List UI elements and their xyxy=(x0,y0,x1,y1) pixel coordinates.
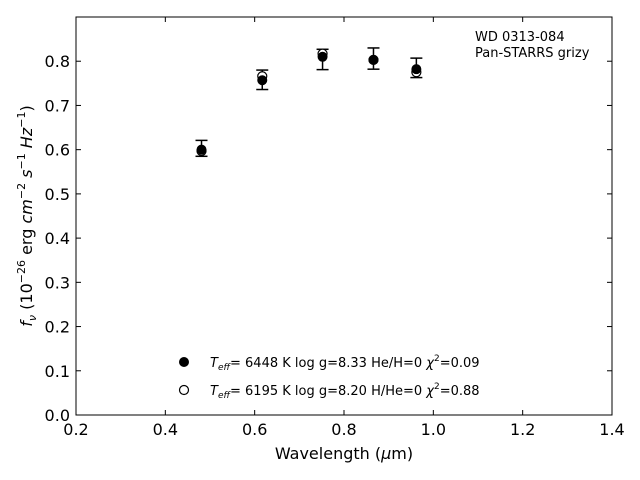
filled-circle-point xyxy=(317,51,328,62)
x-tick-label: 0.4 xyxy=(153,420,178,439)
y-tick-label: 0.0 xyxy=(45,406,70,425)
legend-label-h-he: Teff= 6195 K log g=8.20 H/He=0 χ2=0.88 xyxy=(210,382,480,401)
x-tick-label: 1.0 xyxy=(421,420,446,439)
x-tick-label: 0.8 xyxy=(331,420,356,439)
y-tick-label: 0.6 xyxy=(45,141,70,160)
x-tick-labels: 0.2 0.4 0.6 0.8 1.0 1.2 1.4 xyxy=(63,420,624,439)
y-axis-title: fν (10−26 erg cm−2 s−1 Hz−1) xyxy=(15,105,39,326)
y-tick-label: 0.1 xyxy=(45,362,70,381)
y-tick-label: 0.2 xyxy=(45,318,70,337)
x-tick-label: 0.2 xyxy=(63,420,88,439)
legend-marker-open xyxy=(178,384,190,396)
legend-marker-filled xyxy=(179,357,189,367)
y-tick-label: 0.5 xyxy=(45,185,70,204)
observed-error-bars xyxy=(195,47,423,158)
annotation-survey: Pan-STARRS grizy xyxy=(475,46,590,61)
axis-ticks xyxy=(75,17,613,416)
filled-circle-point xyxy=(368,54,379,65)
y-tick-labels: 0.0 0.1 0.2 0.3 0.4 0.5 0.6 0.7 0.8 xyxy=(45,52,70,425)
x-tick-label: 1.4 xyxy=(599,420,624,439)
y-tick-label: 0.7 xyxy=(45,96,70,115)
model-points xyxy=(196,48,422,157)
filled-circle-point xyxy=(257,75,268,86)
filled-circle-point xyxy=(411,64,422,75)
legend: Teff= 6448 K log g=8.33 He/H=0 χ2=0.09 T… xyxy=(178,354,480,401)
y-tick-label: 0.4 xyxy=(45,229,70,248)
y-tick-label: 0.8 xyxy=(45,52,70,71)
x-tick-label: 0.6 xyxy=(242,420,267,439)
annotation-object-name: WD 0313-084 xyxy=(475,30,565,45)
legend-label-he-h: Teff= 6448 K log g=8.33 He/H=0 χ2=0.09 xyxy=(210,354,480,373)
y-tick-label: 0.3 xyxy=(45,273,70,292)
x-axis-title: Wavelength (μm) xyxy=(275,444,413,463)
x-tick-label: 1.2 xyxy=(510,420,535,439)
filled-circle-point xyxy=(196,144,207,155)
